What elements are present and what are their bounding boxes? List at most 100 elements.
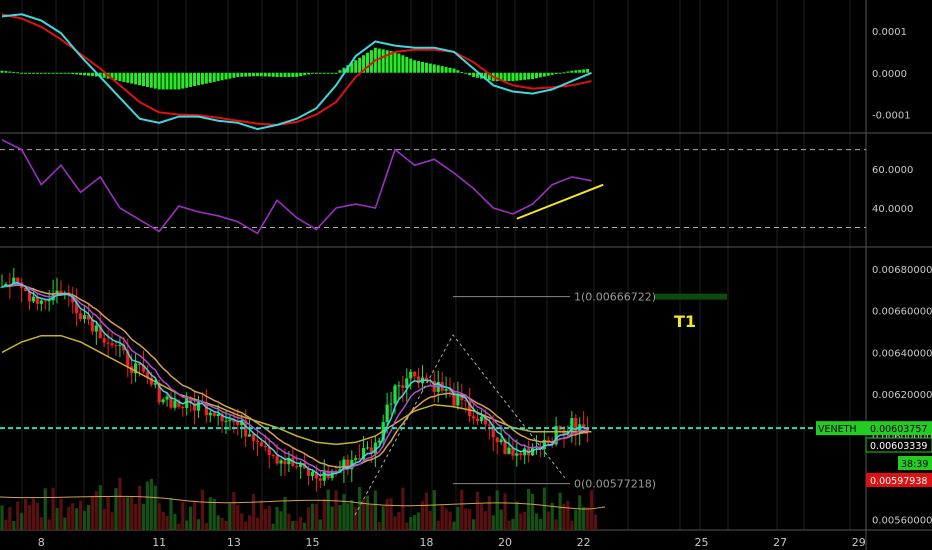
volume-bar — [236, 505, 239, 530]
volume-bar — [448, 511, 451, 530]
volume-bar — [99, 485, 102, 530]
candle-body — [173, 400, 176, 407]
volume-bar — [220, 518, 223, 530]
candle-body — [409, 372, 412, 379]
volume-bar — [547, 511, 550, 530]
volume-bar — [36, 503, 39, 530]
volume-bar — [444, 509, 447, 530]
macd-histogram-bar — [280, 73, 283, 77]
candle-body — [319, 478, 322, 480]
volume-bar — [44, 488, 47, 530]
volume-bar — [232, 492, 235, 530]
volume-bar — [409, 517, 412, 530]
macd-histogram-bar — [401, 55, 404, 73]
candle-body — [472, 416, 475, 418]
volume-bar — [79, 501, 82, 530]
fib-level-1-label: 1(0.00666722) — [574, 291, 656, 304]
volume-bar — [107, 497, 110, 530]
volume-bar — [0, 505, 3, 530]
volume-ma-line — [0, 496, 605, 509]
candle-body — [44, 301, 47, 302]
volume-bar — [393, 516, 396, 530]
rsi-panel[interactable] — [0, 140, 866, 234]
macd-histogram-bar — [472, 73, 475, 77]
macd-histogram-bar — [574, 70, 577, 73]
macd-histogram-bar — [56, 73, 59, 74]
macd-histogram-bar — [252, 73, 255, 77]
volume-bar — [389, 498, 392, 530]
macd-histogram-bar — [421, 62, 424, 73]
price-axis[interactable]: 0.0001 0.0000 -0.0001 60.0000 40.0000 0.00680… — [816, 27, 932, 527]
macd-histogram-bar — [142, 73, 145, 86]
volume-bar — [150, 479, 153, 530]
macd-histogram-bar — [154, 73, 157, 89]
macd-histogram-bar — [338, 70, 341, 73]
volume-bar — [83, 511, 86, 530]
macd-histogram-bar — [264, 73, 267, 77]
volume-bar — [590, 490, 593, 530]
candle-body — [83, 315, 86, 319]
volume-bar — [75, 508, 78, 530]
volume-bar — [55, 508, 58, 530]
date-axis[interactable]: 8 11 13 15 18 20 22 25 27 29 — [38, 536, 866, 549]
macd-histogram-bar — [4, 71, 7, 73]
macd-histogram-bar — [122, 73, 125, 82]
macd-histogram-bar — [456, 70, 459, 73]
macd-histogram-bar — [24, 73, 27, 74]
macd-histogram-bar — [114, 73, 117, 81]
macd-histogram-bar — [150, 73, 153, 88]
macd-tick-label: 0.0000 — [872, 69, 907, 80]
volume-bar — [531, 494, 534, 530]
macd-histogram-bar — [209, 73, 212, 83]
volume-bar — [240, 513, 243, 530]
volume-bar — [162, 512, 165, 530]
volume-bar — [331, 507, 334, 530]
volume-bar — [484, 511, 487, 530]
candle-body — [264, 446, 267, 447]
candle-body — [397, 385, 400, 386]
macd-histogram-bar — [295, 73, 298, 77]
volume-bar — [558, 493, 561, 530]
macd-histogram-bar — [158, 73, 161, 90]
volume-bar — [401, 488, 404, 530]
volume-bar — [217, 515, 220, 530]
macd-histogram-bar — [16, 72, 19, 73]
volume-bar — [264, 509, 267, 530]
macd-histogram-bar — [507, 73, 510, 81]
macd-histogram-bar — [146, 73, 149, 87]
fib-level-0-label: 0(0.00577218) — [574, 478, 656, 491]
macd-histogram-bar — [221, 73, 224, 81]
candle-body — [40, 301, 43, 304]
macd-histogram-bar — [1, 71, 4, 73]
volume-bar — [397, 512, 400, 530]
volume-bar — [8, 507, 11, 530]
macd-histogram-bar — [539, 73, 542, 78]
volume-bar — [539, 519, 542, 530]
volume-bar — [154, 486, 157, 530]
volume-bar — [354, 507, 357, 530]
volume-bar — [582, 507, 585, 530]
volume-bar — [374, 490, 377, 530]
price-panel[interactable]: 1(0.00666722) 0(0.00577218) T1 — [0, 268, 866, 530]
candle-body — [110, 343, 113, 345]
volume-bar — [468, 509, 471, 530]
volume-bar — [268, 506, 271, 530]
macd-histogram-bar — [547, 73, 550, 76]
price-tick-label: 0.00660000 — [872, 307, 932, 318]
macd-histogram-bar — [566, 72, 569, 73]
macd-histogram-bar — [193, 73, 196, 86]
candle-body — [496, 437, 499, 442]
macd-histogram-bar — [429, 64, 432, 73]
candle-body — [276, 456, 279, 464]
volume-bar — [578, 495, 581, 530]
volume-bar — [429, 511, 432, 530]
candle-body — [48, 300, 51, 301]
macd-panel[interactable] — [1, 14, 592, 129]
macd-histogram-bar — [79, 73, 82, 75]
volume-bar — [213, 499, 216, 530]
macd-histogram-bar — [386, 50, 389, 73]
macd-histogram-bar — [118, 73, 121, 81]
candle-body — [279, 460, 282, 463]
candle-body — [95, 325, 98, 331]
